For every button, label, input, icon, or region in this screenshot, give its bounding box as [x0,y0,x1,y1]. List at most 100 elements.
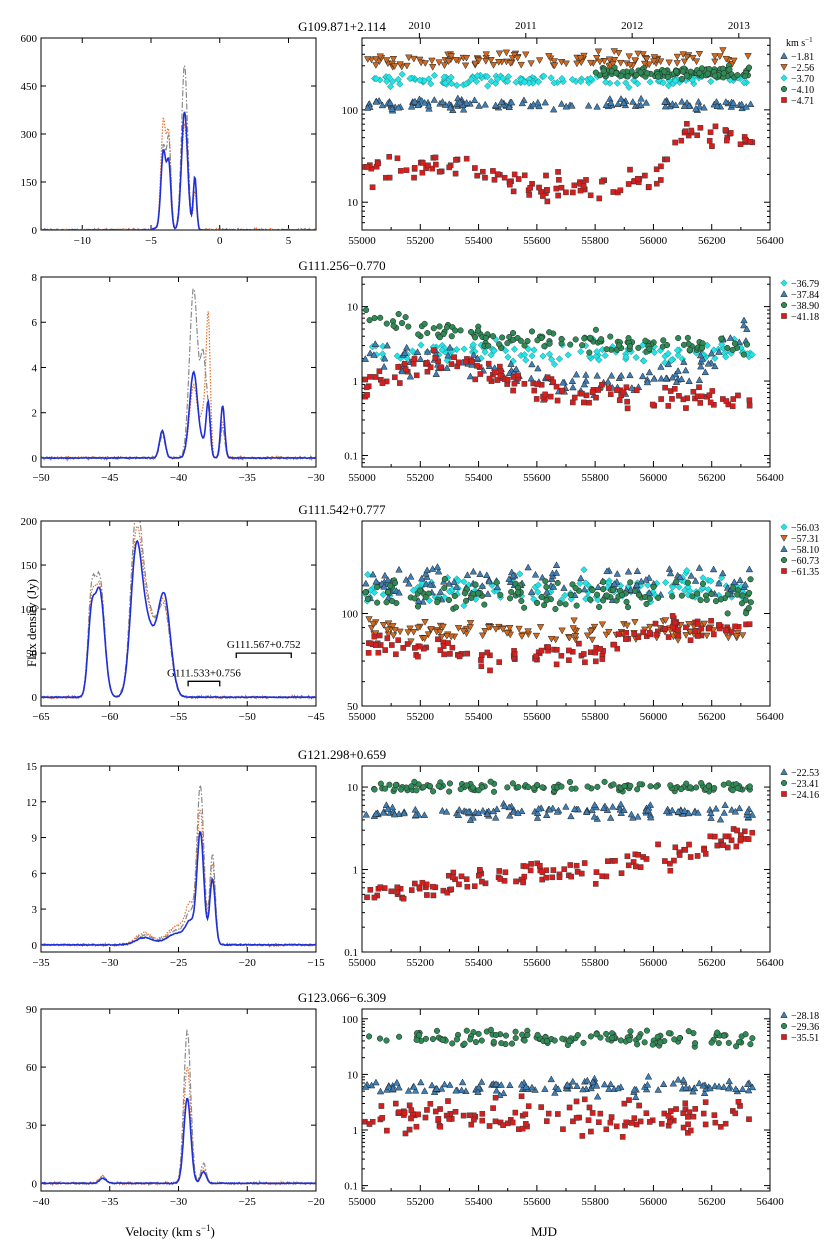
panel-title: G111.542+0.777 [298,502,386,517]
legend-marker [780,1022,788,1030]
data-point [650,348,658,357]
data-point [634,1041,641,1048]
data-point [533,809,542,817]
data-point [684,334,691,341]
data-point [618,591,625,599]
data-point [504,376,511,383]
y-tick-label: 1 [353,865,359,877]
data-point [627,166,633,173]
data-point [715,1040,722,1047]
data-point [714,842,721,849]
data-point [653,166,660,173]
x-tick-label: 56200 [698,957,726,969]
data-point [613,70,620,77]
data-point [362,1083,370,1090]
data-point [589,587,596,594]
data-point [528,328,536,335]
data-point [626,1036,633,1043]
x-tick-label: 56400 [756,235,784,247]
data-point [415,653,421,660]
data-point [637,1118,644,1125]
data-point [364,570,372,579]
data-point [704,359,713,367]
data-point [709,143,715,149]
data-point [747,138,753,145]
data-point [379,808,387,816]
y-tick-label: 200 [21,516,38,528]
data-point [490,788,498,795]
data-point [573,1115,580,1121]
legend: −36.79−37.84−38.90−41.18 [780,279,819,323]
data-point [562,102,570,110]
data-point [744,1086,753,1094]
data-point [580,380,589,388]
data-point [539,869,546,875]
data-point [580,183,587,190]
data-point [369,570,377,578]
data-point [533,814,542,821]
data-point [607,333,614,340]
legend-label: −3.70 [791,74,814,85]
x-tick-label: 55000 [348,957,376,969]
data-point [721,801,729,808]
data-point [616,59,625,67]
data-point [695,376,704,383]
data-point [634,387,640,394]
data-point [492,1031,500,1039]
data-point [620,389,627,396]
data-point [596,1119,602,1125]
data-point [412,811,420,818]
data-point [623,622,631,630]
data-point [543,583,550,591]
data-point [581,335,588,342]
data-point [397,786,405,793]
data-point [614,645,621,652]
data-point [715,579,723,587]
x-tick-label: −55 [170,711,188,723]
x-tick-label: −30 [101,957,119,969]
data-point [505,575,513,582]
data-point [411,164,418,171]
data-point [568,75,576,84]
data-point [742,610,750,617]
data-point [731,340,738,347]
data-point [554,1085,563,1093]
data-point [640,629,646,636]
data-point [724,591,731,598]
data-point [555,169,561,175]
data-point [436,334,443,341]
data-point [411,778,418,785]
data-point [487,667,493,674]
data-point [534,337,541,344]
x-tick-label: 56000 [640,957,668,969]
data-point [433,1027,441,1034]
data-point [693,784,700,791]
data-point [405,323,412,330]
data-point [708,590,715,598]
data-point [410,55,418,63]
data-point [697,125,704,131]
data-point [535,57,544,65]
data-point [665,59,673,67]
data-point [632,588,639,595]
data-point [435,782,442,790]
data-point [502,49,511,57]
y-tick-label: 4 [32,362,38,374]
data-point [484,590,492,597]
data-point [448,886,455,893]
data-point [375,160,381,167]
data-point [515,625,523,633]
data-point [667,356,676,364]
data-point [363,384,370,391]
data-point [734,785,741,792]
data-point [671,857,677,864]
data-point [529,100,538,108]
timeseries-frame [361,276,771,468]
data-point [438,806,447,814]
data-point [472,165,478,171]
data-point [460,1112,467,1119]
data-point [524,1031,531,1039]
data-point [646,629,653,636]
data-point [649,1041,656,1048]
data-point [394,103,403,111]
